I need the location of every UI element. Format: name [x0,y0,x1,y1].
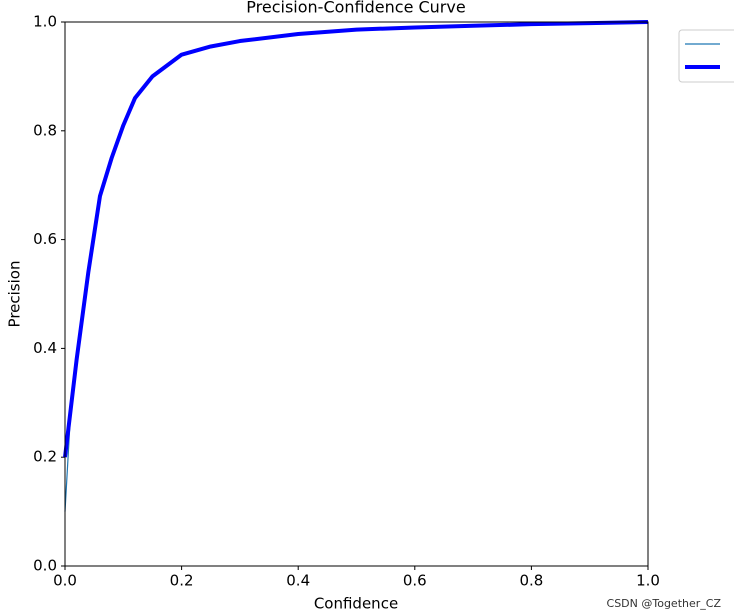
x-tick-label: 1.0 [636,572,660,590]
x-tick-label: 0.8 [519,572,543,590]
x-tick-label: 0.4 [286,572,310,590]
x-tick-label: 0.0 [53,572,77,590]
chart-title: Precision-Confidence Curve [246,0,465,17]
y-axis-label: Precision [6,261,24,328]
x-tick-label: 0.2 [170,572,194,590]
y-tick-label: 1.0 [33,13,57,31]
y-tick-label: 0.4 [33,339,57,357]
y-tick-label: 0.6 [33,230,57,248]
line-series [64,21,649,512]
x-tick-label: 0.6 [403,572,427,590]
line-series [63,20,649,458]
y-tick-label: 0.0 [33,557,57,575]
watermark: CSDN @Together_CZ [607,597,722,610]
y-tick-label: 0.2 [33,448,57,466]
plot-frame [64,21,649,567]
x-axis-label: Confidence [314,595,398,613]
y-tick-label: 0.8 [33,121,57,139]
legend-box [678,29,734,83]
